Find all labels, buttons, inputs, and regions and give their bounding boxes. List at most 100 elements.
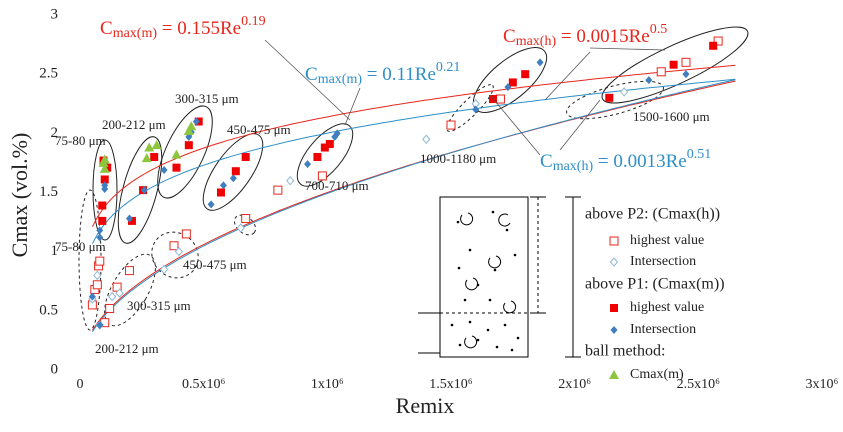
point <box>98 201 107 210</box>
group-label: 450-475 μm <box>183 257 247 272</box>
point <box>150 153 159 161</box>
point <box>219 181 227 190</box>
leader-line <box>489 94 541 156</box>
point <box>169 241 179 251</box>
point <box>504 83 512 92</box>
legend-marker <box>609 257 619 267</box>
leader-line <box>544 51 591 101</box>
legend-marker <box>610 326 618 334</box>
point <box>127 216 136 225</box>
point <box>96 233 104 242</box>
leader-line <box>589 47 666 51</box>
equation-part: C <box>540 151 553 172</box>
point <box>100 175 109 184</box>
point <box>682 70 690 79</box>
legend-marker <box>610 304 618 312</box>
point <box>174 246 184 257</box>
point <box>171 149 182 159</box>
group-label: 300-315 μm <box>175 91 239 106</box>
legend-header: above P2: (Cmax(h)) <box>585 206 720 223</box>
equation-part: C <box>305 64 318 85</box>
legend-marker <box>609 236 619 246</box>
equation-part: max(h) <box>516 34 557 49</box>
point <box>317 171 327 181</box>
group-label: 1500-1600 μm <box>633 109 710 124</box>
group-ellipse <box>233 214 257 236</box>
point <box>88 292 96 301</box>
group-ellipse <box>157 105 213 199</box>
group-ellipse <box>92 139 118 241</box>
point <box>645 76 653 85</box>
point <box>92 280 102 290</box>
point <box>99 163 110 173</box>
point <box>231 167 240 176</box>
point <box>236 223 245 233</box>
x-tick-label: 0.5x10⁶ <box>182 377 226 392</box>
point <box>495 94 505 104</box>
legend-label: Cmax(m) <box>630 367 684 382</box>
y-tick-label: 2 <box>51 125 59 141</box>
group-label: 200-212 μm <box>95 341 159 356</box>
group-ellipse <box>104 253 156 327</box>
equation-part: max(m) <box>113 26 158 41</box>
equation-part: 0.51 <box>687 147 712 162</box>
point <box>536 58 544 67</box>
legend-header: above P1: (Cmax(m)) <box>585 276 725 293</box>
point <box>286 175 295 186</box>
point <box>93 270 102 281</box>
point <box>508 78 517 87</box>
inset-diagram <box>418 196 581 358</box>
legend-label: highest value <box>630 233 704 248</box>
equation-part: 0.21 <box>436 60 461 75</box>
point <box>151 140 162 150</box>
equation: Cmax(m) = 0.11Re0.21 <box>305 60 460 87</box>
y-axis-label: Cmax (vol.%) <box>7 133 32 258</box>
leader-line <box>559 99 601 151</box>
point <box>216 188 225 197</box>
y-tick-label: 0.5 <box>39 302 58 318</box>
point <box>422 134 431 145</box>
equation: Cmax(h) = 0.0015Re0.5 <box>503 22 667 49</box>
point <box>124 266 134 276</box>
point <box>709 41 718 50</box>
point <box>605 93 614 102</box>
point <box>229 174 237 183</box>
y-tick-label: 0 <box>51 361 59 377</box>
equation-part: = 0.11Re <box>362 64 436 85</box>
group-ellipse <box>151 231 199 279</box>
point <box>105 303 115 313</box>
equation-part: = 0.0015Re <box>556 26 650 47</box>
equation-part: 0.5 <box>650 22 668 37</box>
y-tick-label: 1.5 <box>39 184 58 200</box>
point <box>183 125 194 135</box>
point <box>304 160 312 169</box>
point <box>186 121 197 131</box>
fit-curve <box>91 64 736 227</box>
group-ellipse <box>566 80 664 120</box>
point <box>103 163 112 172</box>
fit-curve <box>91 78 736 244</box>
y-tick-label: 3 <box>51 6 59 22</box>
x-tick-label: 2.5x10⁶ <box>677 377 721 392</box>
group-ellipse <box>117 136 163 244</box>
point <box>101 181 109 190</box>
equation-part: = 0.155Re <box>157 18 241 39</box>
group-label: 1000-1180 μm <box>420 151 496 166</box>
legend-marker <box>609 370 619 379</box>
point <box>144 142 155 152</box>
legend-entry: highest value <box>610 300 704 315</box>
group-label: 200-212 μm <box>102 117 166 132</box>
x-tick-label: 3x10⁶ <box>806 377 839 392</box>
point <box>669 60 678 69</box>
equation: Cmax(h) = 0.0013Re0.51 <box>540 147 711 174</box>
group-label: 300-315 μm <box>127 298 191 313</box>
equation-part: max(h) <box>553 159 594 174</box>
point <box>619 87 629 97</box>
legend-label: Intersection <box>630 322 696 337</box>
point <box>273 185 283 195</box>
point <box>320 143 329 152</box>
point <box>184 141 193 150</box>
point <box>172 163 181 172</box>
point <box>96 321 104 330</box>
